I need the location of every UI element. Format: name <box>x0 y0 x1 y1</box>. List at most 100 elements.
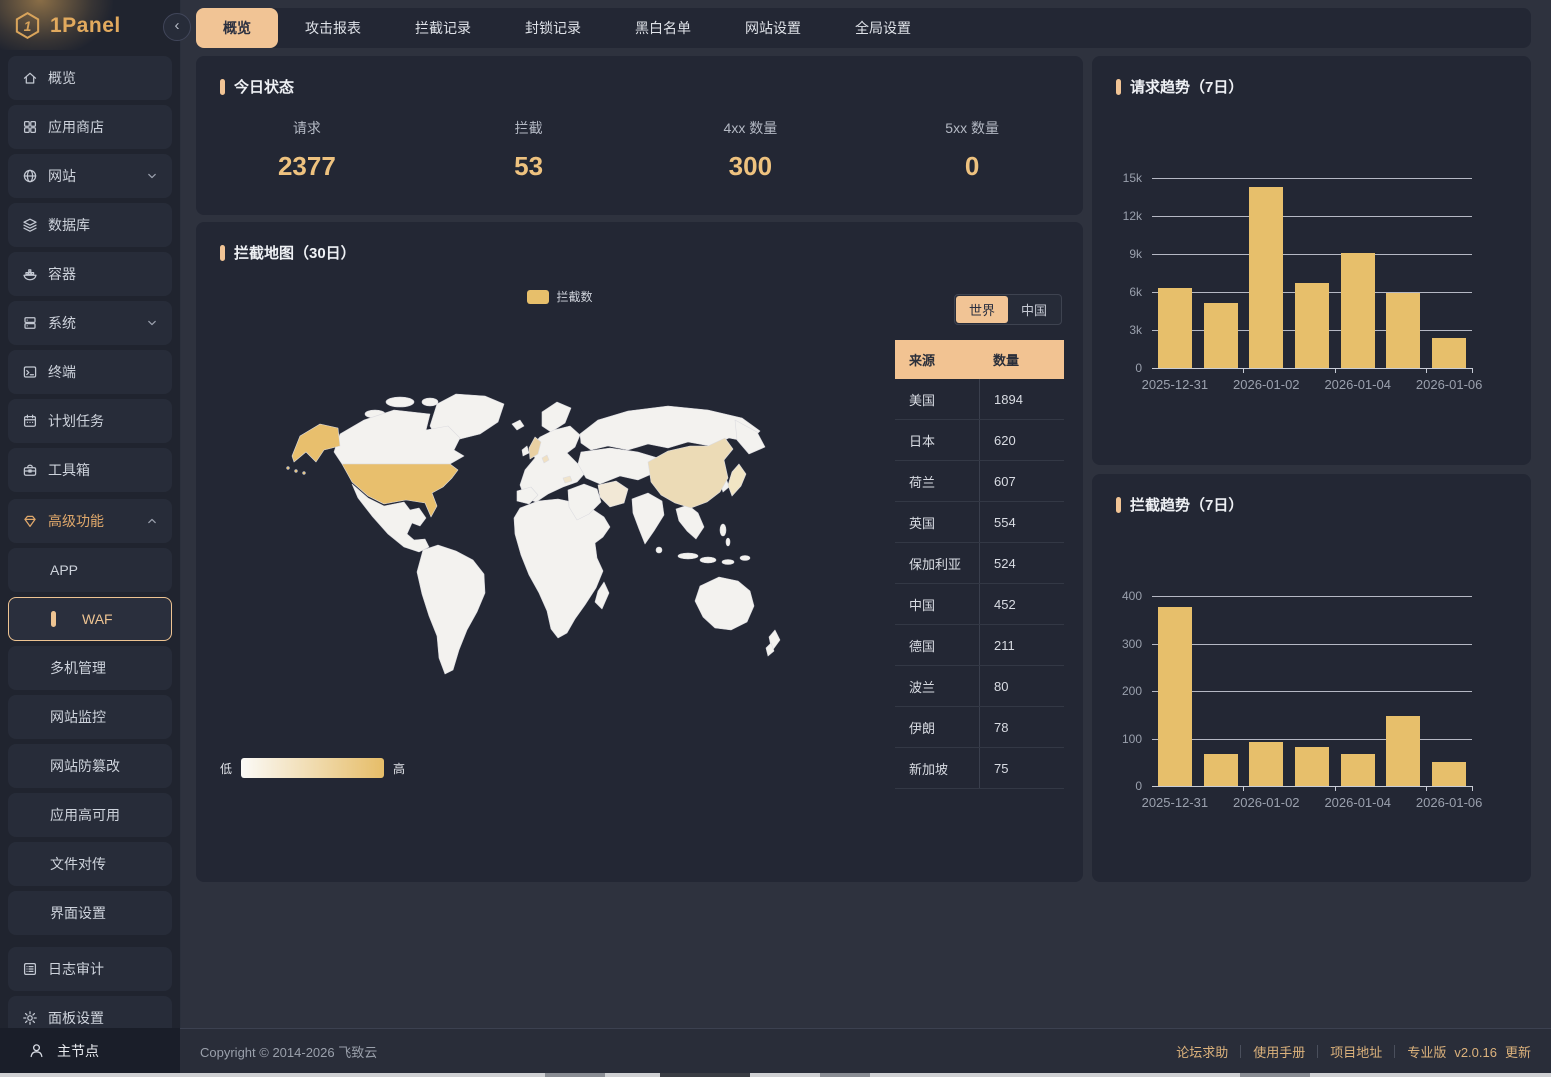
strip-mark <box>1240 1073 1310 1077</box>
legend-label: 拦截数 <box>556 290 593 304</box>
x-tick-label: 2026-01-04 <box>1324 377 1391 392</box>
tab-item[interactable]: 全局设置 <box>855 20 911 36</box>
sidebar-item[interactable]: 日志审计 <box>8 947 172 991</box>
sidebar: 1 1Panel 概览应用商店网站数据库容器系统终端计划任务工具箱高级功能 APP… <box>0 0 181 1077</box>
count-cell: 211 <box>979 625 1064 665</box>
sidebar-item[interactable]: 概览 <box>8 56 172 100</box>
sidebar-item-master-node[interactable]: 主节点 <box>0 1028 180 1073</box>
y-tick-label: 300 <box>1121 636 1142 651</box>
bar <box>1432 337 1467 368</box>
sidebar-item[interactable]: 网站监控 <box>8 695 172 739</box>
table-row: 美国 1894 <box>895 379 1064 420</box>
table-row: 保加利亚 524 <box>895 543 1064 584</box>
sidebar-item-label: 系统 <box>48 315 76 331</box>
sidebar-item[interactable]: 多机管理 <box>8 646 172 690</box>
footer-link[interactable]: 论坛求助 <box>1176 1044 1229 1060</box>
count-cell: 620 <box>979 420 1064 460</box>
gradient-low-label: 低 <box>220 761 233 776</box>
footer-link[interactable]: 使用手册 <box>1253 1044 1306 1060</box>
tab-item[interactable]: 黑白名单 <box>635 20 691 36</box>
version-group: 专业版 v2.0.16 更新 <box>1407 1042 1531 1061</box>
tab-item[interactable]: 攻击报表 <box>305 20 361 36</box>
table-row: 日本 620 <box>895 420 1064 461</box>
today-status-title: 今日状态 <box>220 76 294 97</box>
bar <box>1340 754 1375 786</box>
update-link[interactable]: 更新 <box>1504 1044 1531 1060</box>
sidebar-item[interactable]: 容器 <box>8 252 172 296</box>
count-cell: 452 <box>979 584 1064 624</box>
footer-links: 论坛求助 使用手册 项目地址 专业版 v2.0.16 更新 <box>1176 1042 1531 1061</box>
sidebar-item[interactable]: 应用高可用 <box>8 793 172 837</box>
gear-icon <box>22 1010 38 1026</box>
map-scope-option[interactable]: 世界 <box>955 296 1008 323</box>
block-trend-card: 拦截趋势（7日） 0 100 200 300 400 2025-12-31 2026-01-… <box>1092 474 1531 882</box>
sidebar-item[interactable]: 高级功能 <box>8 499 172 543</box>
status-metric: 请求 2377 <box>196 118 418 182</box>
footer-link[interactable]: 项目地址 <box>1330 1044 1383 1060</box>
sidebar-item[interactable]: 系统 <box>8 301 172 345</box>
sidebar-item-label: 应用商店 <box>48 119 104 135</box>
tab-item[interactable]: 概览 <box>196 8 278 48</box>
x-axis-line <box>1152 786 1472 787</box>
x-axis-tick <box>1426 368 1428 373</box>
x-axis-tick <box>1472 786 1473 791</box>
hexagon-logo-icon: 1 <box>15 11 40 40</box>
active-indicator-pill <box>51 611 56 627</box>
sidebar-item[interactable]: WAF <box>8 597 172 641</box>
sidebar-item[interactable]: 网站防篡改 <box>8 744 172 788</box>
footer: Copyright © 2014-2026 飞致云 论坛求助 使用手册 项目地址 专业… <box>180 1028 1551 1073</box>
x-axis-tick <box>1243 786 1245 791</box>
metric-value: 53 <box>514 151 544 181</box>
map-legend: 拦截数 <box>280 288 840 305</box>
bar <box>1386 293 1421 368</box>
status-metrics: 请求 2377 拦截 53 4xx 数量 300 5xx 数量 0 <box>196 118 1083 182</box>
diamond-icon <box>22 513 38 529</box>
source-table: 来源 数量 美国 1894 日本 620 荷兰 607 英国 554 保加利亚 524 中国 452 德国 2… <box>895 340 1064 789</box>
sidebar-item[interactable]: 计划任务 <box>8 399 172 443</box>
source-cell: 中国 <box>909 597 936 613</box>
strip-mark <box>660 1073 750 1077</box>
tab-item[interactable]: 拦截记录 <box>415 20 471 36</box>
system-icon <box>22 315 38 331</box>
request-trend-title: 请求趋势（7日） <box>1116 76 1243 97</box>
sidebar-item[interactable]: 文件对传 <box>8 842 172 886</box>
sidebar-item-label: WAF <box>82 611 113 627</box>
gridline <box>1152 738 1472 740</box>
sidebar-item-label: 应用高可用 <box>50 807 120 823</box>
sidebar-item[interactable]: 数据库 <box>8 203 172 247</box>
source-cell: 德国 <box>909 638 936 654</box>
y-tick-label: 0 <box>1135 779 1142 793</box>
x-axis-tick <box>1472 368 1473 373</box>
world-map[interactable] <box>280 390 840 680</box>
sidebar-item[interactable]: 网站 <box>8 154 172 198</box>
tab-item[interactable]: 网站设置 <box>745 20 801 36</box>
x-axis-tick <box>1334 786 1336 791</box>
edition-label: 专业版 <box>1407 1044 1447 1060</box>
sidebar-collapse-button[interactable]: ‹ <box>163 13 191 41</box>
tab-item[interactable]: 封锁记录 <box>525 20 581 36</box>
metric-label: 请求 <box>292 120 321 136</box>
bar <box>1249 741 1284 786</box>
block-map-card: 拦截地图（30日） 拦截数 世界 中国 <box>196 222 1083 882</box>
title-accent-bar <box>1116 496 1121 513</box>
sidebar-item-label: 容器 <box>48 266 76 282</box>
strip-mark <box>820 1073 870 1077</box>
sidebar-item-label: 终端 <box>48 364 76 380</box>
y-tick-label: 100 <box>1121 731 1142 746</box>
bar <box>1340 252 1375 368</box>
bar <box>1203 303 1238 368</box>
sidebar-item[interactable]: APP <box>8 548 172 592</box>
x-tick-label: 2026-01-02 <box>1233 795 1300 810</box>
map-scope-option[interactable]: 中国 <box>1020 303 1047 318</box>
svg-text:1: 1 <box>24 19 32 34</box>
sidebar-item[interactable]: 工具箱 <box>8 448 172 492</box>
sidebar-item-label: 界面设置 <box>50 905 106 921</box>
app-name: 1Panel <box>50 13 121 37</box>
count-cell: 78 <box>979 707 1064 747</box>
sidebar-item[interactable]: 终端 <box>8 350 172 394</box>
sidebar-item[interactable]: 界面设置 <box>8 891 172 935</box>
table-row: 中国 452 <box>895 584 1064 625</box>
x-tick-label: 2025-12-31 <box>1141 377 1209 392</box>
sidebar-item[interactable]: 应用商店 <box>8 105 172 149</box>
count-cell: 75 <box>979 748 1064 788</box>
